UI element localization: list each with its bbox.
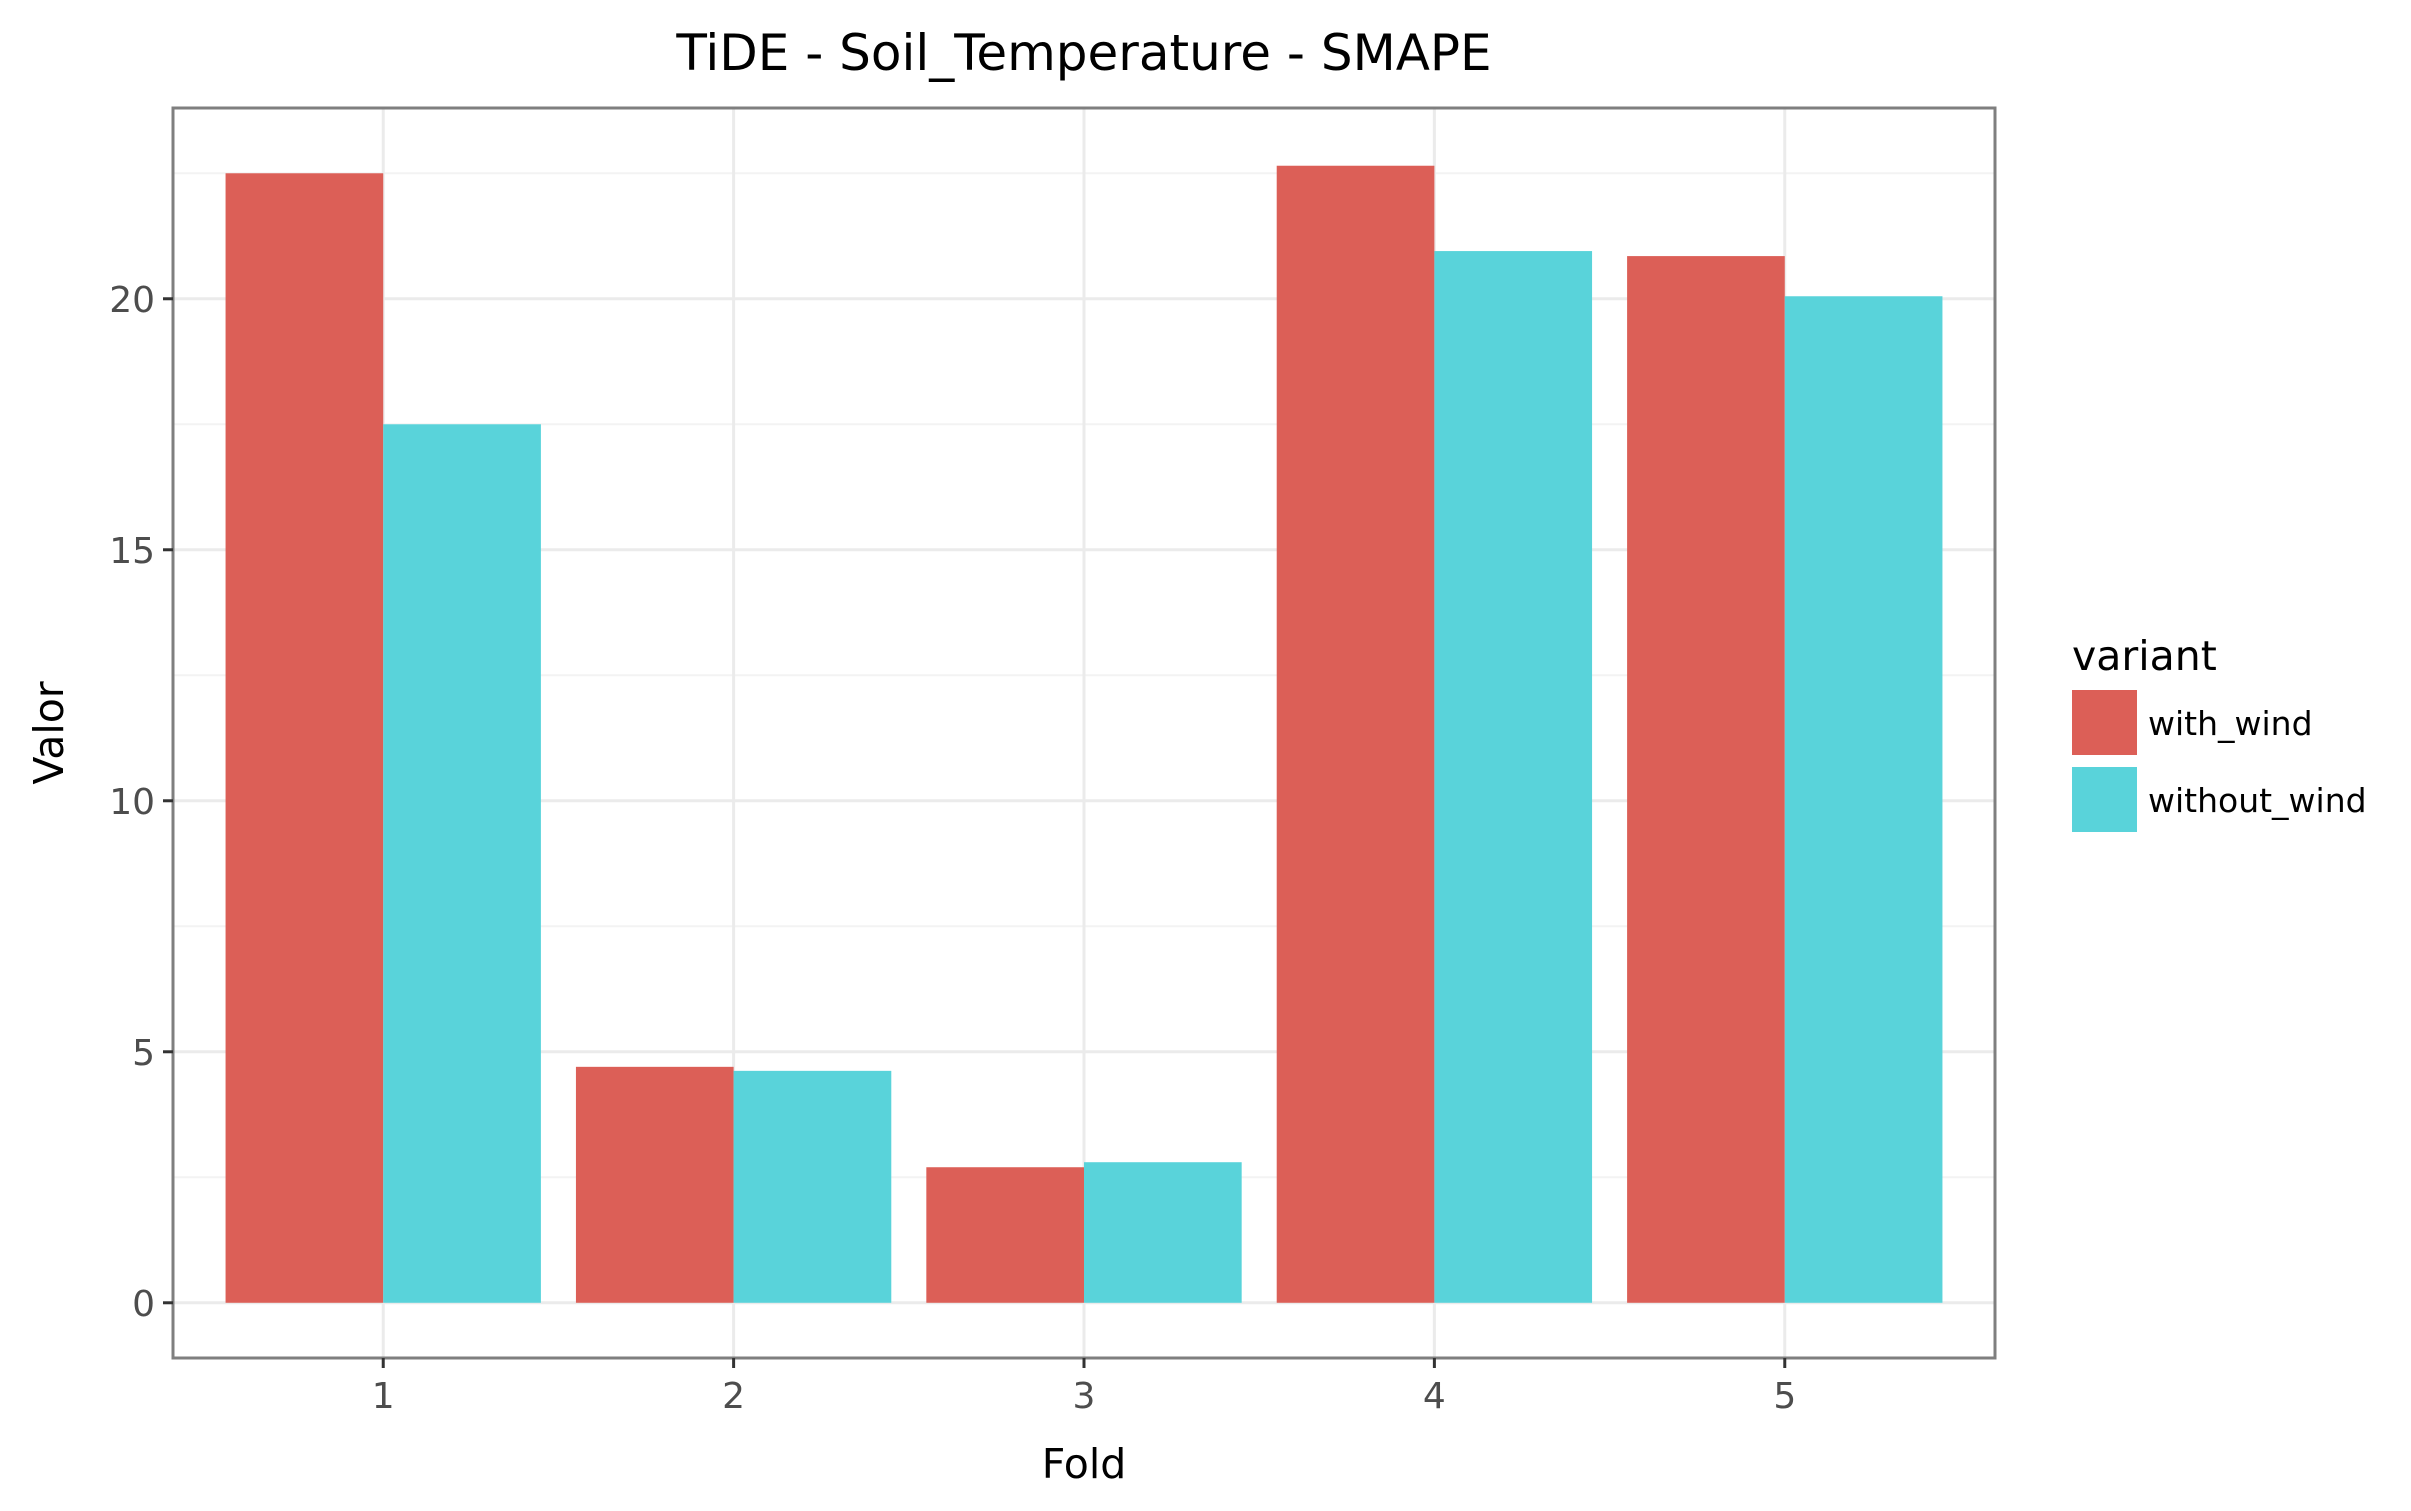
legend-label-with_wind: with_wind xyxy=(2148,704,2313,743)
x-tick-label: 2 xyxy=(722,1376,745,1417)
y-axis: 0 5 10 15 20 xyxy=(109,280,173,1325)
legend-title: variant xyxy=(2072,632,2217,680)
chart-title: TiDE - Soil_Temperature - SMAPE xyxy=(675,24,1491,82)
y-axis-title: Valor xyxy=(25,681,73,784)
bar-with_wind-2 xyxy=(575,1066,734,1303)
y-tick-label: 10 xyxy=(109,782,155,823)
bar-with_wind-5 xyxy=(1627,256,1785,1303)
x-tick-label: 3 xyxy=(1073,1376,1096,1417)
bar-with_wind-1 xyxy=(225,173,384,1303)
bar-without_wind-4 xyxy=(1434,251,1593,1303)
legend-key-without_wind xyxy=(2072,767,2137,832)
y-tick-label: 20 xyxy=(109,280,155,321)
x-axis-title: Fold xyxy=(1042,1440,1127,1488)
bars xyxy=(225,165,1943,1303)
y-tick-label: 5 xyxy=(132,1033,155,1074)
legend-label-without_wind: without_wind xyxy=(2148,781,2367,820)
x-axis: 1 2 3 4 5 xyxy=(372,1358,1796,1417)
bar-without_wind-5 xyxy=(1784,296,1943,1303)
y-tick-label: 15 xyxy=(109,531,155,572)
bar-with_wind-3 xyxy=(926,1167,1084,1303)
legend: variant with_wind without_wind xyxy=(2072,632,2367,832)
y-tick-label: 0 xyxy=(132,1284,155,1325)
bar-with_wind-4 xyxy=(1276,165,1435,1303)
bar-without_wind-1 xyxy=(383,424,541,1303)
x-tick-label: 4 xyxy=(1423,1376,1446,1417)
bar-without_wind-3 xyxy=(1084,1162,1242,1303)
legend-items: with_wind without_wind xyxy=(2072,690,2367,832)
x-tick-label: 1 xyxy=(372,1376,395,1417)
x-tick-label: 5 xyxy=(1773,1376,1796,1417)
bar-without_wind-2 xyxy=(733,1070,892,1303)
legend-key-with_wind xyxy=(2072,690,2137,755)
